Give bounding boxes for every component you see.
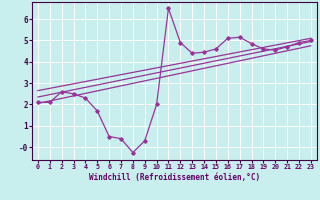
X-axis label: Windchill (Refroidissement éolien,°C): Windchill (Refroidissement éolien,°C) (89, 173, 260, 182)
